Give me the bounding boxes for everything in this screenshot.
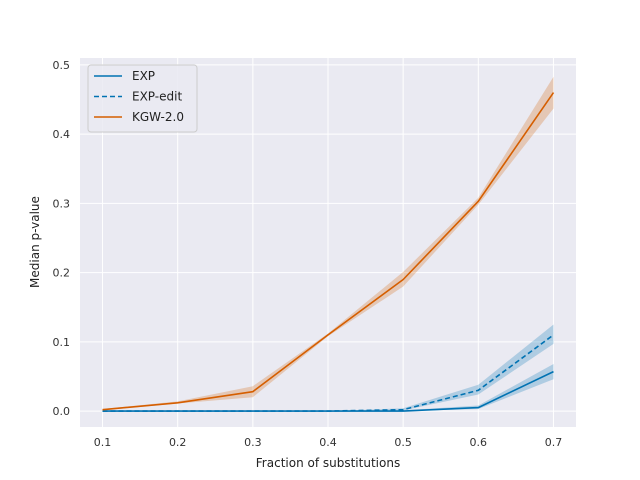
x-tick-label: 0.6	[470, 436, 488, 449]
x-tick-label: 0.7	[545, 436, 563, 449]
legend-label: EXP-edit	[132, 90, 182, 104]
series-line	[102, 92, 555, 411]
y-tick-label: 0.0	[53, 405, 71, 418]
y-tick-label: 0.5	[53, 59, 71, 72]
legend-label: EXP	[132, 69, 155, 83]
x-tick-label: 0.3	[244, 436, 262, 449]
legend: EXP EXP-edit KGW-2.0	[87, 64, 198, 133]
x-tick-label: 0.5	[394, 436, 412, 449]
y-tick-label: 0.4	[53, 128, 71, 141]
x-tick-label: 0.4	[319, 436, 337, 449]
y-tick-labels: 0.0 0.1 0.2 0.3 0.4 0.5	[53, 59, 71, 418]
y-tick-label: 0.1	[53, 336, 71, 349]
legend-label: KGW-2.0	[132, 110, 184, 124]
x-tick-label: 0.2	[169, 436, 187, 449]
legend-box	[87, 64, 198, 133]
y-tick-label: 0.3	[53, 197, 71, 210]
series-lines	[102, 92, 555, 412]
series-line	[102, 334, 554, 412]
y-axis-label: Median p-value	[28, 196, 42, 288]
y-tick-label: 0.2	[53, 267, 71, 280]
x-tick-labels: 0.1 0.2 0.3 0.4 0.5 0.6 0.7	[94, 436, 562, 449]
x-axis-label: Fraction of substitutions	[256, 456, 400, 470]
x-tick-label: 0.1	[94, 436, 112, 449]
